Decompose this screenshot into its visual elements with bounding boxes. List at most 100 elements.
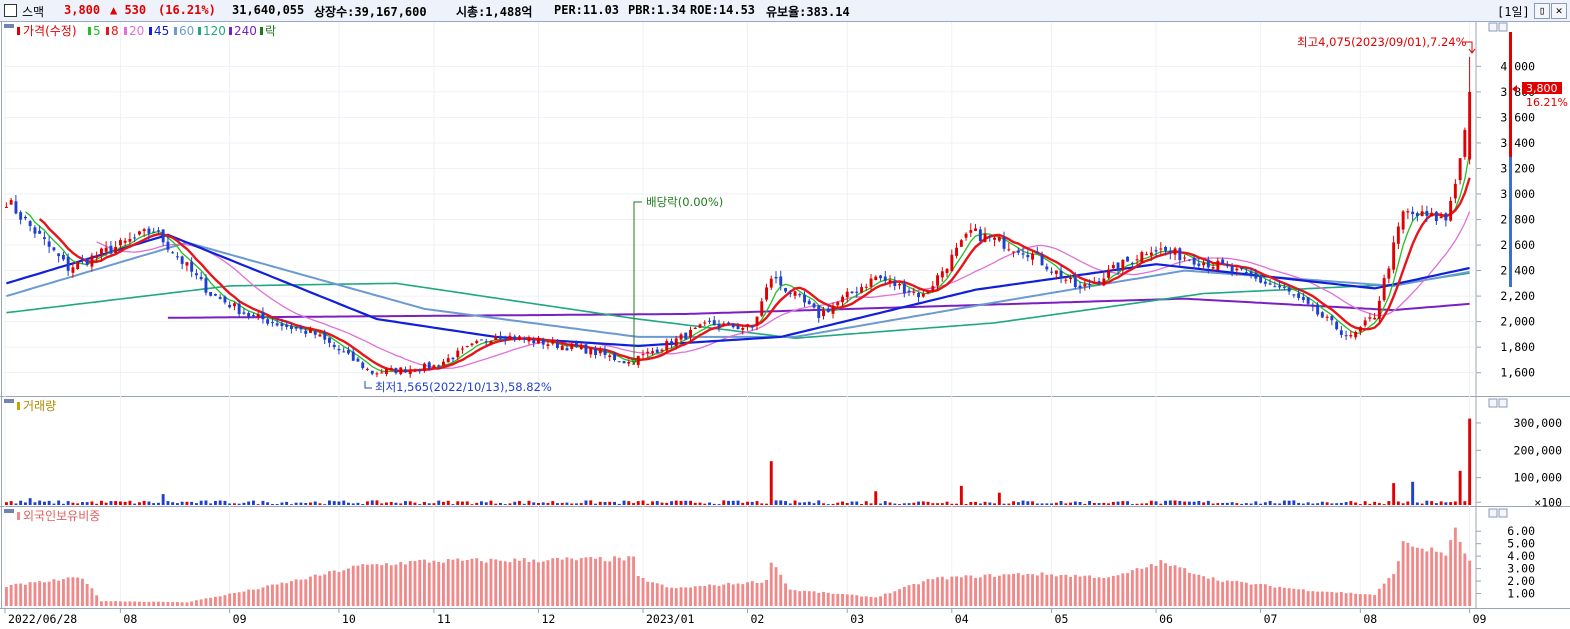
foreign-bar [1206,578,1210,606]
volume-bar [774,500,778,505]
foreign-bar [855,595,859,606]
panel-handle-volume[interactable] [4,399,14,403]
close-button[interactable]: ✕ [1551,3,1567,19]
foreign-bar [1221,581,1225,606]
candle-body [1316,304,1320,315]
select-checkbox[interactable] [4,4,17,17]
volume-bar [499,502,502,505]
foreign-bar [171,602,175,606]
candle-body [318,334,322,337]
candle-body [826,309,830,313]
panel-buttons[interactable] [1488,22,1508,518]
legend-price[interactable]: 가격(수정) [23,24,77,38]
candle-body [1244,272,1248,273]
candle-body [798,294,802,296]
legend-ma20[interactable]: 20 [129,24,144,38]
volume-bar [1434,503,1438,505]
foreign-bar [1354,593,1358,606]
foreign-bar [1259,583,1263,606]
foreign-bar [299,579,303,606]
panel-handle-price[interactable] [4,24,14,28]
range-bar-down[interactable] [1509,157,1512,287]
volume-bar [537,503,540,505]
legend-ma240[interactable]: 240 [234,24,257,38]
candle-body [309,329,312,333]
volume-bar [1088,501,1091,505]
candle-body [727,322,730,324]
candle-body [1192,257,1196,265]
foreign-bar [1301,589,1305,606]
foreign-bar [247,589,251,606]
candle-body [594,348,597,355]
candle-body [1035,251,1039,254]
volume-bar [290,504,293,505]
legend-ma45[interactable]: 45 [154,24,169,38]
volume-bar [1016,502,1020,505]
panel-handle-foreign[interactable] [4,509,14,513]
foreign-bar [1382,583,1386,606]
foreign-bar [831,593,835,606]
volume-bar [931,503,935,505]
foreign-title[interactable]: 외국인보유비중 [23,509,100,523]
volume-bar [598,501,602,505]
legend-ma60[interactable]: 60 [179,24,194,38]
volume-bar [1259,503,1263,505]
restore-button[interactable]: ▯ [1534,3,1550,19]
candle-body [518,336,521,340]
range-bar-up[interactable] [1509,32,1512,157]
candle-body [480,339,483,341]
volume-title[interactable]: 거래량 [23,399,56,413]
foreign-bar [817,592,821,606]
foreign-bar [551,558,555,606]
candle-body [570,344,574,349]
volume-bar [1377,503,1381,505]
candle-body [1178,248,1182,261]
volume-bar [1083,503,1087,505]
candle-body [199,276,203,280]
legend-rak[interactable]: 락 [265,24,276,38]
candle-body [1401,211,1405,230]
period-label[interactable]: [1일] [1497,5,1530,19]
volume-bar [513,501,517,505]
legend-ma120[interactable]: 120 [203,24,226,38]
month-tick-label: 05 [1055,612,1069,626]
legend-ma5[interactable]: 5 [93,24,101,38]
volume-bar [247,501,251,505]
foreign-bar [532,559,536,606]
candle-body [565,348,569,351]
foreign-bar [869,597,873,606]
foreign-bar [1116,575,1120,606]
volume-bar [309,502,312,505]
foreign-bar [33,582,37,606]
foreign-bar [1344,593,1348,606]
candle-body [1121,259,1125,271]
stock-name[interactable]: 스맥 [22,5,45,19]
candle-body [689,329,692,338]
volume-bar [318,503,322,505]
legend-ma8[interactable]: 8 [111,24,119,38]
foreign-bar [1126,573,1129,606]
volume-bar [1035,503,1039,505]
price-tick-label: 1,600 [1500,366,1535,380]
volume-bar [1012,501,1015,505]
candle-body [9,200,13,205]
candle-body [456,350,460,358]
foreign-bar [361,564,365,606]
candle-body [1102,278,1106,286]
candle-body [28,221,32,226]
volume-bar [741,502,745,505]
candle-body [389,368,393,370]
candle-body [945,268,949,274]
volume-bar [727,500,730,505]
candle-body [556,342,559,348]
volume-bar [480,501,483,505]
candle-body [280,323,284,326]
volume-bar [1192,501,1196,505]
candle-body [883,276,887,281]
volume-bar [879,503,882,505]
candle-body [171,252,175,254]
foreign-bar [190,601,194,606]
candle-body [1145,254,1148,256]
volume-bar [1054,502,1058,505]
